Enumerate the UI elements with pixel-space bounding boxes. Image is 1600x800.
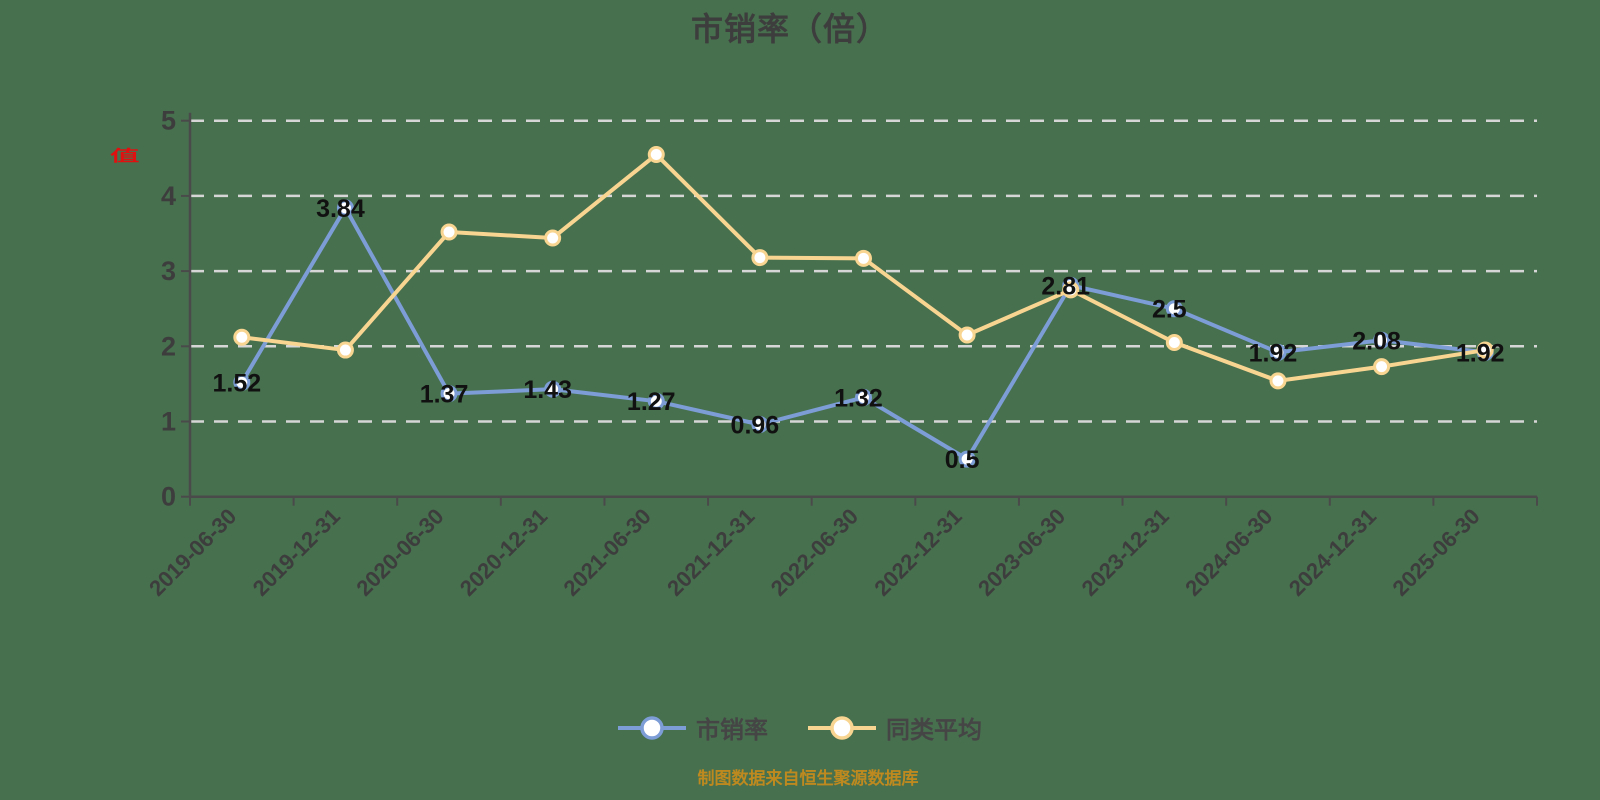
x-axis-label: 2021-12-31 xyxy=(662,504,759,601)
data-label: 1.43 xyxy=(523,376,572,404)
x-axis-label: 2024-06-30 xyxy=(1180,504,1277,601)
legend-marker-icon xyxy=(808,715,876,740)
x-axis-label: 2023-12-31 xyxy=(1077,504,1174,601)
y-tick-label: 4 xyxy=(161,181,176,211)
data-point xyxy=(544,229,562,247)
data-label: 1.92 xyxy=(1456,339,1505,367)
legend-marker-icon xyxy=(618,715,686,740)
data-point xyxy=(1165,334,1183,352)
data-label: 2.08 xyxy=(1352,327,1401,355)
legend-label: 市销率 xyxy=(696,717,768,744)
x-axis-label: 2022-06-30 xyxy=(766,504,863,601)
y-tick-label: 2 xyxy=(161,331,176,361)
y-tick-label: 1 xyxy=(161,407,176,437)
data-point xyxy=(958,450,976,468)
data-point xyxy=(1062,281,1080,299)
y-axis-unit-label: 值 xyxy=(110,147,140,165)
data-point xyxy=(855,249,872,267)
data-label: 1.27 xyxy=(627,388,676,416)
x-axis-label: 2023-06-30 xyxy=(973,504,1070,601)
data-label: 1.37 xyxy=(420,381,469,409)
data-label: 2.5 xyxy=(1152,296,1187,324)
data-point xyxy=(336,341,354,359)
data-point xyxy=(1476,341,1494,359)
data-point xyxy=(1269,343,1287,361)
legend-item-1[interactable]: 同类平均 xyxy=(808,710,982,745)
data-point xyxy=(233,328,251,346)
legend-label: 同类平均 xyxy=(886,717,982,744)
y-tick-label: 3 xyxy=(161,256,176,286)
data-label: 1.52 xyxy=(212,369,261,397)
footer-note: 制图数据来自恒生聚源数据库 xyxy=(697,769,919,788)
y-tick-label: 5 xyxy=(161,106,176,136)
x-axis-label: 2024-12-31 xyxy=(1284,504,1381,601)
data-point xyxy=(233,373,251,391)
data-point xyxy=(336,199,354,217)
x-axis-label: 2022-12-31 xyxy=(869,504,966,601)
data-point xyxy=(751,249,769,267)
y-tick-label: 0 xyxy=(161,482,176,512)
data-label: 3.84 xyxy=(316,195,365,223)
data-point xyxy=(544,380,562,398)
chart-legend: 市销率 同类平均 xyxy=(0,710,1600,745)
data-point xyxy=(1373,331,1391,349)
data-point xyxy=(855,388,872,406)
data-label: 1.92 xyxy=(1249,339,1298,367)
data-label: 1.32 xyxy=(834,384,883,412)
chart-title: 市销率（倍） xyxy=(690,11,889,47)
data-point xyxy=(751,416,769,434)
data-point xyxy=(440,223,458,241)
data-point xyxy=(1269,372,1287,390)
data-point xyxy=(958,326,976,344)
data-point xyxy=(1373,358,1391,376)
data-point xyxy=(647,146,665,164)
x-axis-label: 2019-12-31 xyxy=(248,504,345,601)
x-axis-label: 2019-06-30 xyxy=(144,504,241,601)
data-point xyxy=(647,392,665,410)
data-point xyxy=(440,385,458,403)
data-label: 0.5 xyxy=(945,446,980,474)
x-axis-label: 2021-06-30 xyxy=(559,504,656,601)
legend-item-0[interactable]: 市销率 xyxy=(618,710,768,745)
data-label: 0.96 xyxy=(731,412,780,440)
x-axis-label: 2020-06-30 xyxy=(351,504,448,601)
data-label: 2.81 xyxy=(1041,272,1090,300)
data-point xyxy=(1165,300,1183,318)
x-axis-label: 2025-06-30 xyxy=(1387,504,1484,601)
x-axis-label: 2020-12-31 xyxy=(455,504,552,601)
